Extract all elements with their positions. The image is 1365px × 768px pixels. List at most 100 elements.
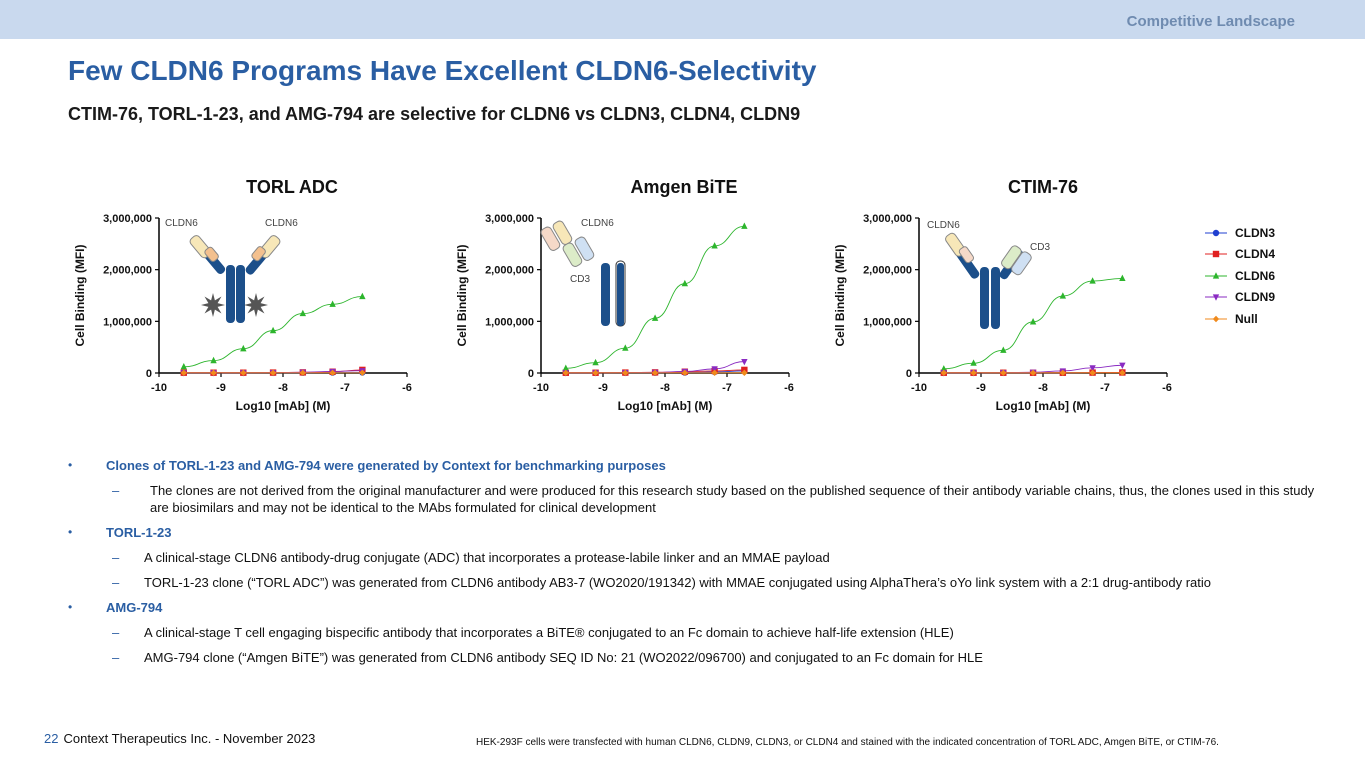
antibody-fc	[991, 267, 1000, 329]
x-tick-label: -7	[722, 382, 732, 394]
chart-amgen-bite: 0 1,000,000 2,000,000 3,000,000 -10 -9 -8 -7 -6 L…	[455, 213, 794, 413]
slide-title: Few CLDN6 Programs Have Excellent CLDN6-…	[68, 55, 817, 86]
footer-note: HEK-293F cells were transfected with hum…	[476, 737, 1219, 748]
bullet-text: Clones of TORL-1-23 and AMG-794 were gen…	[106, 458, 666, 473]
data-point-cldn6	[359, 292, 366, 300]
x-axis-title: Log10 [mAb] (M)	[236, 399, 331, 413]
sub-bullet-text: AMG-794 clone (“Amgen BiTE”) was generat…	[144, 650, 983, 665]
data-point-cldn6	[1089, 277, 1096, 284]
y-tick-label: 0	[528, 368, 534, 380]
sub-bullet-item: – AMG-794 clone (“Amgen BiTE”) was genera…	[68, 649, 1318, 666]
x-tick-label: -9	[216, 382, 226, 394]
y-tick-label: 1,000,000	[485, 316, 534, 328]
x-tick-label: -8	[278, 382, 288, 394]
data-point-cldn6	[299, 309, 307, 317]
chart-title-amgen: Amgen BiTE	[630, 177, 738, 197]
y-tick-label: 2,000,000	[863, 265, 912, 277]
fc-domain	[601, 263, 610, 326]
legend-swatch	[1205, 248, 1227, 260]
series-line-cldn6	[565, 225, 745, 369]
footer-company: Context Therapeutics Inc. - November 202…	[63, 731, 316, 746]
legend-label: CLDN9	[1235, 290, 1276, 305]
antibody-fc	[226, 265, 235, 323]
fc-domain	[617, 263, 624, 326]
sub-bullet-item: – A clinical-stage T cell engaging bispec…	[68, 624, 1318, 641]
sub-bullet-text: A clinical-stage CLDN6 antibody-drug con…	[144, 550, 830, 565]
x-tick-label: -9	[598, 382, 608, 394]
antibody-fab	[251, 246, 266, 262]
bite-domain	[540, 226, 561, 251]
bullet-item: • AMG-794	[68, 599, 1318, 616]
data-point-cldn6	[592, 358, 599, 366]
y-tick-label: 1,000,000	[863, 316, 912, 328]
bullet-list: • Clones of TORL-1-23 and AMG-794 were ge…	[68, 457, 1318, 674]
page-number: 22	[44, 731, 59, 746]
x-tick-label: -6	[784, 382, 794, 394]
y-tick-label: 1,000,000	[103, 316, 152, 328]
data-point-cldn6	[1059, 292, 1067, 299]
data-point-cldn9	[741, 359, 748, 366]
x-axis-title: Log10 [mAb] (M)	[996, 399, 1091, 413]
chart-torl-adc: 0 1,000,000 2,000,000 3,000,000 -10 -9 -8 -7 -6 L…	[73, 213, 412, 413]
bullet-dot-icon: •	[68, 525, 73, 539]
x-tick-label: -6	[402, 382, 412, 394]
data-point-cldn9	[1089, 365, 1096, 372]
diagram-label: CD3	[570, 274, 590, 285]
sub-bullet-dash-icon: –	[112, 650, 120, 665]
x-tick-label: -10	[151, 382, 167, 394]
data-point-null	[1119, 369, 1126, 377]
data-point-cldn6	[711, 242, 718, 249]
data-point-cldn9	[711, 366, 718, 373]
data-point-cldn6	[240, 344, 247, 352]
x-axis-title: Log10 [mAb] (M)	[618, 399, 713, 413]
y-tick-label: 0	[146, 368, 152, 380]
x-tick-label: -6	[1162, 382, 1172, 394]
bullet-item: • TORL-1-23	[68, 524, 1318, 541]
y-tick-label: 2,000,000	[485, 265, 534, 277]
legend-item: CLDN3	[1205, 222, 1275, 244]
sub-bullet-text: TORL-1-23 clone (“TORL ADC”) was generat…	[144, 575, 1212, 590]
slide-subtitle: CTIM-76, TORL-1-23, and AMG-794 are sele…	[68, 104, 801, 124]
bullet-dot-icon: •	[68, 458, 73, 472]
y-tick-label: 3,000,000	[485, 213, 534, 225]
diagram-label: CLDN6	[927, 220, 960, 231]
data-point-cldn6	[622, 344, 629, 351]
legend-marker	[1212, 251, 1220, 258]
legend-item: CLDN9	[1205, 287, 1275, 309]
diagram-label: CD3	[1030, 242, 1050, 253]
data-point-cldn6	[269, 326, 277, 334]
sub-bullet-item: – A clinical-stage CLDN6 antibody-drug co…	[68, 549, 1318, 566]
legend-item: Null	[1205, 308, 1275, 330]
legend-marker	[1212, 294, 1220, 302]
bullet-dot-icon: •	[68, 600, 73, 614]
antibody-fab	[1001, 245, 1022, 270]
legend-marker	[1212, 271, 1220, 279]
legend-label: CLDN3	[1235, 225, 1276, 240]
sub-bullet-text: The clones are not derived from the orig…	[150, 483, 1315, 515]
sub-bullet-dash-icon: –	[112, 575, 120, 590]
bite-domain	[562, 242, 583, 267]
data-point-cldn6	[970, 359, 977, 366]
chart-title-ctim: CTIM-76	[1007, 177, 1078, 197]
antibody-fab	[1011, 251, 1032, 276]
diagram-bispecific: CLDN6 CD3	[927, 220, 1050, 329]
bullet-text: TORL-1-23	[106, 525, 172, 540]
x-tick-label: -8	[660, 382, 670, 394]
legend-swatch	[1205, 227, 1227, 239]
legend-item: CLDN6	[1205, 265, 1275, 287]
antibody-fab	[204, 246, 219, 262]
antibody-fc	[980, 267, 989, 329]
y-tick-label: 3,000,000	[863, 213, 912, 225]
data-point-null	[180, 369, 187, 377]
bite-domain	[574, 236, 595, 261]
legend-item: CLDN4	[1205, 244, 1275, 266]
y-axis-title: Cell Binding (MFI)	[73, 245, 87, 347]
legend-label: CLDN6	[1235, 268, 1276, 283]
chart-ctim-76: 0 1,000,000 2,000,000 3,000,000 -10 -9 -8 -7 -6 L…	[833, 213, 1172, 413]
bullet-item: • Clones of TORL-1-23 and AMG-794 were ge…	[68, 457, 1318, 474]
legend-swatch	[1205, 313, 1227, 325]
data-point-cldn6	[329, 300, 336, 307]
x-tick-label: -9	[976, 382, 986, 394]
sub-bullet-item: – The clones are not derived from the ori…	[68, 482, 1318, 516]
legend-swatch	[1205, 291, 1227, 303]
